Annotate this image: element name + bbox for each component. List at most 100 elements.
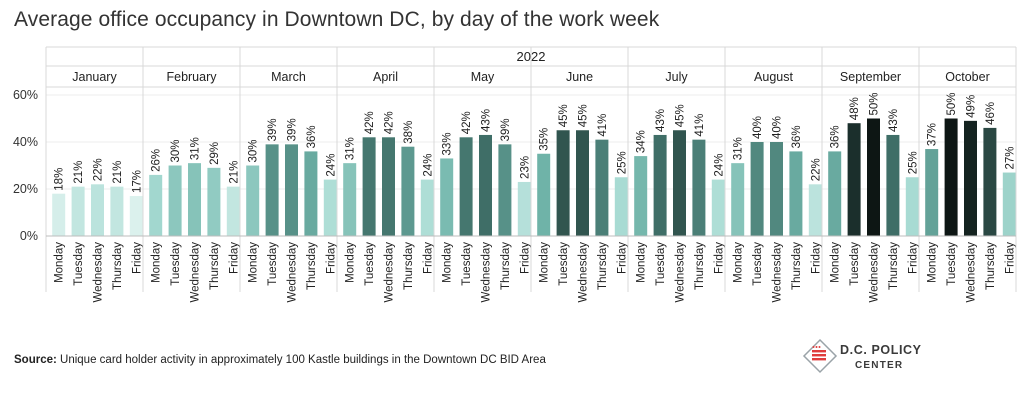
bar-april-wednesday xyxy=(382,137,395,236)
x-tick-label: Wednesday xyxy=(384,242,396,303)
bar-march-friday xyxy=(323,179,337,236)
x-tick-label: Thursday xyxy=(403,242,415,290)
data-label: 25% xyxy=(907,151,919,174)
bar-february-thursday xyxy=(207,167,221,236)
data-label: 39% xyxy=(500,118,512,141)
x-tick-label: Tuesday xyxy=(849,242,861,286)
x-tick-label: Monday xyxy=(345,242,357,283)
source-text: Unique card holder activity in approxima… xyxy=(60,354,546,366)
data-label: 21% xyxy=(112,161,124,184)
month-label: October xyxy=(945,70,989,84)
bar-june-tuesday xyxy=(556,130,570,236)
data-label: 42% xyxy=(384,111,396,134)
x-tick-label: Thursday xyxy=(112,242,124,290)
data-label: 39% xyxy=(287,118,299,141)
bar-june-friday xyxy=(614,177,628,236)
bar-may-monday xyxy=(440,158,454,236)
x-tick-label: Tuesday xyxy=(364,242,376,286)
x-tick-label: Monday xyxy=(54,242,66,283)
data-label: 26% xyxy=(151,149,163,172)
data-label: 50% xyxy=(869,92,881,115)
bar-october-tuesday xyxy=(944,118,958,236)
data-label: 30% xyxy=(248,139,260,162)
data-label: 17% xyxy=(131,170,143,193)
bar-august-thursday xyxy=(789,151,803,236)
occupancy-bar-chart: 20220%20%40%60%January18%Monday21%Tuesda… xyxy=(13,46,1017,303)
bar-june-wednesday xyxy=(576,130,589,236)
bar-april-tuesday xyxy=(362,137,376,236)
bar-july-wednesday xyxy=(673,130,686,236)
data-label: 36% xyxy=(830,125,842,148)
data-label: 36% xyxy=(306,125,318,148)
bar-april-thursday xyxy=(401,146,415,236)
data-label: 21% xyxy=(228,161,240,184)
month-label: May xyxy=(471,70,495,84)
bar-january-thursday xyxy=(110,186,124,236)
data-label: 45% xyxy=(675,104,687,127)
source-note: Source: Unique card holder activity in a… xyxy=(14,354,546,366)
bar-march-monday xyxy=(246,165,260,236)
x-tick-label: Wednesday xyxy=(287,242,299,303)
bar-september-monday xyxy=(828,151,842,236)
data-label: 42% xyxy=(364,111,376,134)
data-label: 46% xyxy=(985,102,997,125)
x-tick-label: Wednesday xyxy=(190,242,202,303)
data-label: 37% xyxy=(927,123,939,146)
x-tick-label: Thursday xyxy=(597,242,609,290)
data-label: 43% xyxy=(888,109,900,132)
bar-march-thursday xyxy=(304,151,318,236)
chart-title: Average office occupancy in Downtown DC,… xyxy=(14,8,660,31)
data-label: 40% xyxy=(752,116,764,139)
x-tick-label: Thursday xyxy=(209,242,221,290)
bar-september-wednesday xyxy=(867,118,880,236)
data-label: 36% xyxy=(791,125,803,148)
x-tick-label: Tuesday xyxy=(267,242,279,286)
data-label: 42% xyxy=(461,111,473,134)
dc-map-flag-icon xyxy=(802,338,838,374)
data-label: 43% xyxy=(655,109,667,132)
bar-june-monday xyxy=(537,153,551,236)
data-label: 23% xyxy=(519,156,531,179)
bar-march-tuesday xyxy=(265,144,279,236)
month-label: August xyxy=(754,70,793,84)
data-label: 45% xyxy=(558,104,570,127)
x-tick-label: Wednesday xyxy=(772,242,784,303)
month-label: June xyxy=(566,70,593,84)
x-tick-label: Friday xyxy=(810,242,822,274)
x-tick-label: Monday xyxy=(539,242,551,283)
x-tick-label: Friday xyxy=(616,242,628,274)
x-tick-label: Monday xyxy=(248,242,260,283)
data-label: 45% xyxy=(578,104,590,127)
logo-line-2: CENTER xyxy=(855,360,904,371)
data-label: 43% xyxy=(481,109,493,132)
x-tick-label: Thursday xyxy=(500,242,512,290)
data-label: 35% xyxy=(539,128,551,151)
x-tick-label: Friday xyxy=(519,242,531,274)
bar-july-thursday xyxy=(692,139,706,236)
x-tick-label: Wednesday xyxy=(966,242,978,303)
data-label: 41% xyxy=(597,114,609,137)
bar-september-tuesday xyxy=(847,123,861,236)
bar-october-monday xyxy=(925,149,939,236)
x-tick-label: Friday xyxy=(228,242,240,274)
data-label: 24% xyxy=(713,154,725,177)
bar-february-tuesday xyxy=(168,165,182,236)
data-label: 21% xyxy=(73,161,85,184)
dc-policy-center-logo[interactable]: D.C. POLICY CENTER xyxy=(800,336,921,386)
bar-february-friday xyxy=(226,186,240,236)
x-tick-label: Friday xyxy=(422,242,434,274)
x-tick-label: Tuesday xyxy=(655,242,667,286)
x-tick-label: Monday xyxy=(151,242,163,283)
x-tick-label: Thursday xyxy=(985,242,997,290)
data-label: 41% xyxy=(694,114,706,137)
bar-may-tuesday xyxy=(459,137,473,236)
x-tick-label: Tuesday xyxy=(170,242,182,286)
bar-august-monday xyxy=(731,163,745,236)
x-tick-label: Thursday xyxy=(888,242,900,290)
bar-january-wednesday xyxy=(91,184,104,236)
data-label: 18% xyxy=(54,168,66,191)
data-label: 49% xyxy=(966,95,978,118)
data-label: 24% xyxy=(325,154,337,177)
y-tick-label: 60% xyxy=(13,88,38,102)
bar-august-friday xyxy=(808,184,822,236)
